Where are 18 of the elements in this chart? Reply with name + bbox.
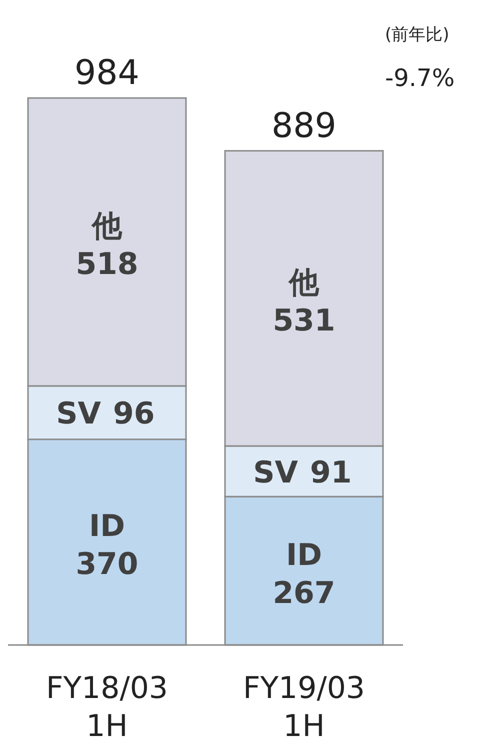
data-label: 91 xyxy=(310,455,352,490)
data-label: 531 xyxy=(272,303,336,338)
data-label: 370 xyxy=(76,547,138,582)
text: -9.7% xyxy=(385,64,455,92)
data-label: 518 xyxy=(76,246,138,282)
total-label: 984 xyxy=(74,53,140,93)
series-label: ID xyxy=(286,538,322,573)
x-tick-label: FY18/03 1H xyxy=(46,671,168,744)
data-label: 96 xyxy=(113,396,155,432)
x-tick-label: FY19/03 1H xyxy=(242,671,366,744)
text: SV xyxy=(56,396,101,432)
text: (前年比) xyxy=(385,25,450,45)
text: 他 xyxy=(289,265,319,300)
data-label: 267 xyxy=(272,576,336,611)
series-label: 他 xyxy=(91,208,123,244)
series-label: SV xyxy=(253,455,299,490)
total-label: 889 xyxy=(272,106,336,146)
text: ID xyxy=(88,509,126,544)
